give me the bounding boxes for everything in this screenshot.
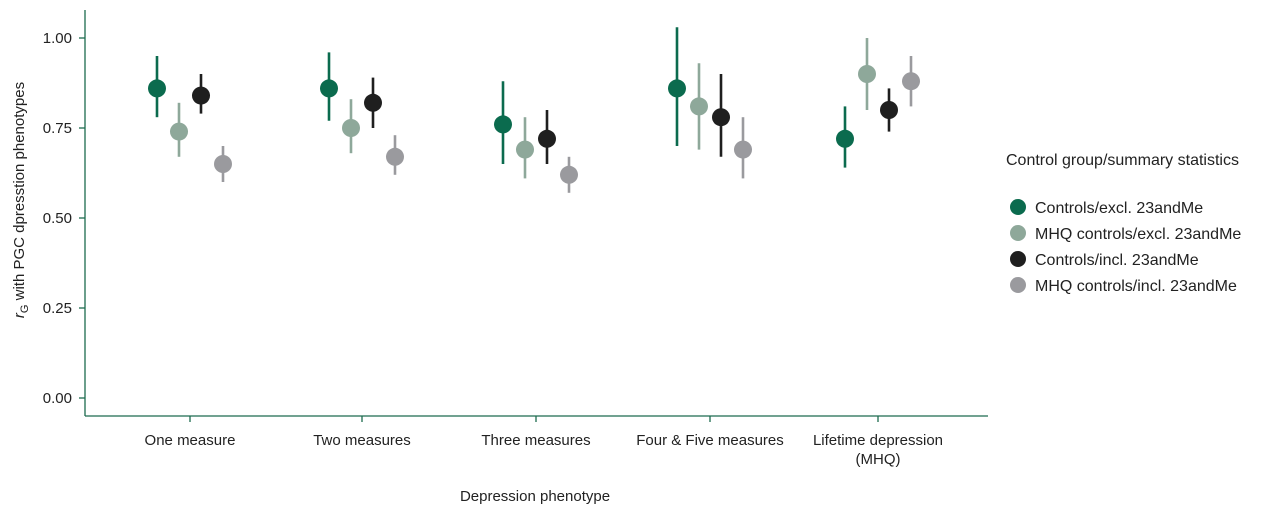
svg-text:rG with PGC dpresstion phenoty: rG with PGC dpresstion phenotypes xyxy=(11,82,31,318)
legend-marker xyxy=(1010,199,1026,215)
data-point xyxy=(560,165,578,184)
chart-series xyxy=(148,27,920,193)
data-point xyxy=(880,101,898,119)
data-point xyxy=(364,93,382,112)
data-point xyxy=(386,147,404,166)
data-point xyxy=(214,155,232,173)
x-tick-label: (MHQ) xyxy=(856,451,901,468)
y-axis-title-subscript: G xyxy=(19,305,31,314)
series-3 xyxy=(192,74,898,164)
data-point xyxy=(516,140,534,159)
y-tick-label: 0.50 xyxy=(43,210,72,227)
legend: Control group/summary statistics Control… xyxy=(1006,152,1241,295)
legend-label: Controls/incl. 23andMe xyxy=(1035,252,1199,269)
data-point xyxy=(148,79,166,98)
data-point xyxy=(690,97,708,116)
data-point xyxy=(192,86,210,105)
x-tick-label: Lifetime depression xyxy=(813,432,943,449)
chart-axes: 0.00 0.25 0.50 0.75 1.00 One measure Two measu… xyxy=(43,10,988,468)
y-tick-label: 0.75 xyxy=(43,120,72,137)
data-point xyxy=(902,72,920,91)
series-2 xyxy=(170,38,876,179)
series-4 xyxy=(214,56,920,193)
legend-marker xyxy=(1010,251,1026,267)
legend-marker xyxy=(1010,225,1026,241)
x-tick-label: Two measures xyxy=(313,432,411,449)
y-tick-label: 0.25 xyxy=(43,300,72,317)
y-tick-label: 1.00 xyxy=(43,30,72,47)
data-point xyxy=(734,140,752,159)
y-tick-label: 0.00 xyxy=(43,390,72,407)
data-point xyxy=(538,129,556,148)
data-point xyxy=(712,108,730,127)
x-tick-label: Four & Five measures xyxy=(636,432,784,449)
legend-title: Control group/summary statistics xyxy=(1006,152,1239,169)
data-point xyxy=(836,129,854,148)
data-point xyxy=(170,122,188,141)
x-tick-label: One measure xyxy=(145,432,236,449)
legend-label: MHQ controls/excl. 23andMe xyxy=(1035,226,1241,243)
data-point xyxy=(858,65,876,83)
legend-marker xyxy=(1010,277,1026,293)
x-tick-label: Three measures xyxy=(481,432,590,449)
data-point xyxy=(342,119,360,137)
y-axis-title-rest: with PGC dpresstion phenotypes xyxy=(11,82,28,305)
data-point xyxy=(668,79,686,98)
x-axis-title: Depression phenotype xyxy=(460,488,610,505)
legend-label: MHQ controls/incl. 23andMe xyxy=(1035,278,1237,295)
data-point xyxy=(320,79,338,98)
series-1 xyxy=(148,27,854,168)
y-axis-title: rG with PGC dpresstion phenotypes xyxy=(11,82,31,318)
legend-label: Controls/excl. 23andMe xyxy=(1035,200,1203,217)
data-point xyxy=(494,115,512,134)
y-axis-title-main: r xyxy=(11,312,28,318)
